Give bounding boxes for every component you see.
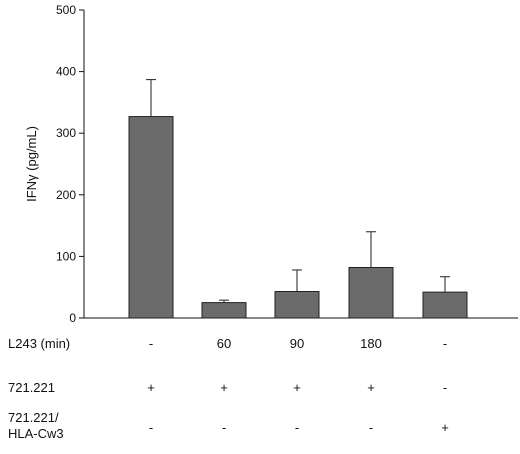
condition-value: - bbox=[443, 380, 447, 395]
y-tick-label: 500 bbox=[56, 3, 76, 17]
condition-value: + bbox=[441, 420, 449, 435]
condition-value: 60 bbox=[217, 336, 231, 351]
y-axis-title: IFNγ (pg/mL) bbox=[24, 126, 39, 202]
bar bbox=[128, 116, 174, 319]
bar bbox=[274, 291, 320, 319]
condition-value: - bbox=[149, 336, 153, 351]
condition-value: - bbox=[295, 420, 299, 435]
y-tick-label: 0 bbox=[69, 311, 76, 325]
condition-value: + bbox=[367, 380, 375, 395]
condition-value: - bbox=[443, 336, 447, 351]
condition-value: - bbox=[222, 420, 226, 435]
y-tick-label: 100 bbox=[56, 249, 76, 263]
condition-value: + bbox=[220, 380, 228, 395]
y-tick-label: 300 bbox=[56, 126, 76, 140]
condition-value: - bbox=[369, 420, 373, 435]
bar bbox=[348, 266, 394, 319]
bar bbox=[201, 302, 247, 319]
bar bbox=[422, 291, 468, 319]
condition-value: + bbox=[293, 380, 301, 395]
condition-value: + bbox=[147, 380, 155, 395]
condition-row-label: L243 (min) bbox=[8, 336, 70, 351]
y-tick-label: 200 bbox=[56, 188, 76, 202]
condition-value: 180 bbox=[360, 336, 382, 351]
condition-value: 90 bbox=[290, 336, 304, 351]
condition-value: - bbox=[149, 420, 153, 435]
y-tick-label: 400 bbox=[56, 65, 76, 79]
condition-row-label: 721.221 bbox=[8, 380, 55, 395]
condition-row-label: 721.221/HLA-Cw3 bbox=[8, 410, 64, 441]
